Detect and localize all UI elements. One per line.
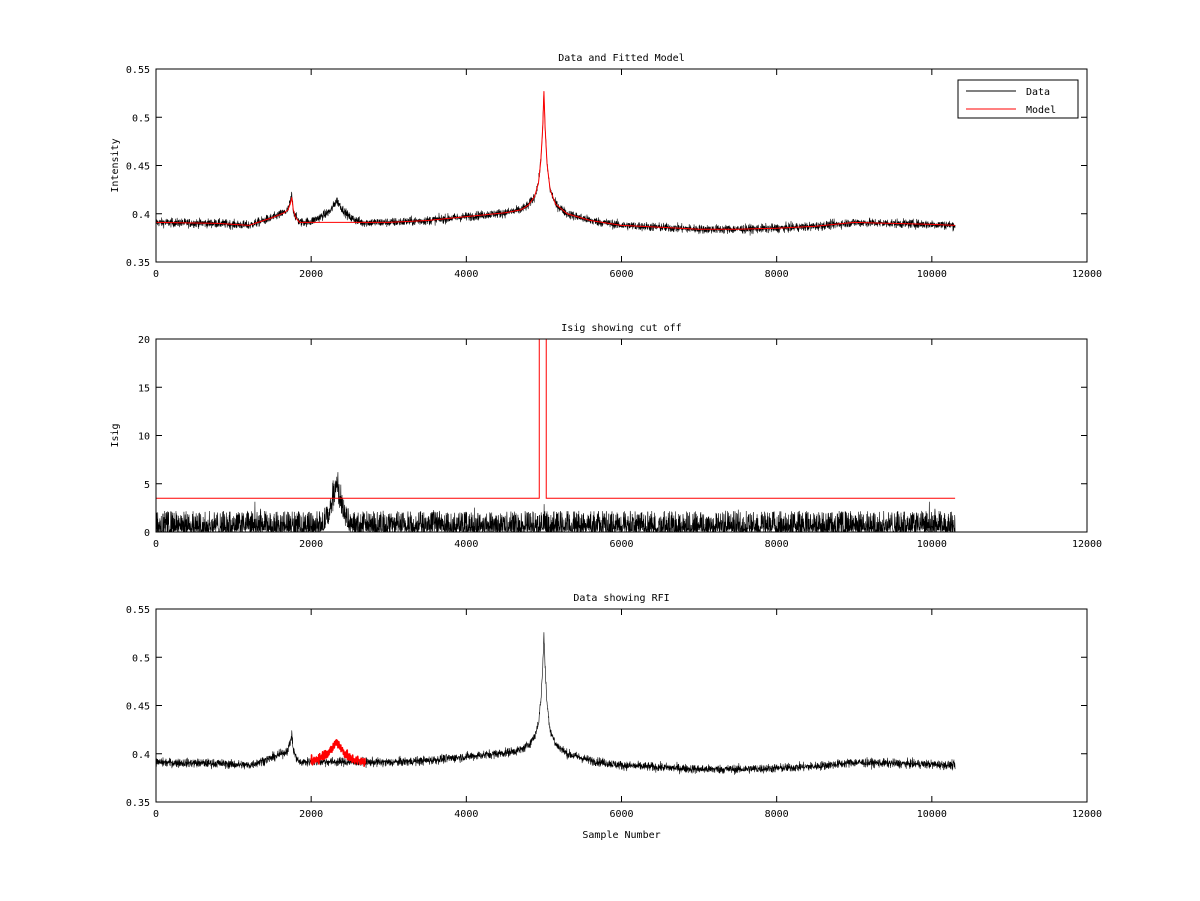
plot-area [156,339,1087,532]
chart-title: Isig showing cut off [561,323,681,334]
x-tick-label: 6000 [609,809,633,820]
x-tick-label: 2000 [299,809,323,820]
series-red-line [310,738,367,768]
x-tick-label: 0 [153,539,159,550]
x-tick-label: 2000 [299,539,323,550]
plot-area [156,69,1087,262]
chart-title: Data showing RFI [573,593,669,604]
series-red-line [156,339,956,499]
y-axis-label: Isig [110,423,121,447]
y-tick-label: 0 [144,528,150,539]
y-tick-label: 0.55 [126,605,150,616]
x-tick-label: 10000 [917,269,947,280]
x-tick-label: 8000 [765,809,789,820]
subplot-1: 0 2000 4000 6000 8000 10000 12000 0.35 0.4 0.45 0.… [110,53,1102,280]
x-axis-label: Sample Number [582,830,660,841]
series-black-line [156,472,956,532]
y-tick-label: 0.5 [132,113,150,124]
subplot-3: 0 2000 4000 6000 8000 10000 12000 0.35 0.4 0.45 0.… [126,593,1102,841]
y-tick-label: 5 [144,480,150,491]
x-tick-label: 6000 [609,269,633,280]
x-tick-label: 4000 [454,809,478,820]
x-tick-label: 12000 [1072,809,1102,820]
x-tick-label: 0 [153,269,159,280]
y-tick-label: 0.45 [126,162,150,173]
legend-box [957,79,1079,119]
y-tick-label: 10 [138,432,150,443]
y-tick-label: 0.4 [132,210,150,221]
series-black-line [156,632,956,775]
x-tick-label: 8000 [765,269,789,280]
y-tick-label: 15 [138,383,150,394]
y-tick-label: 0.5 [132,653,150,664]
x-tick-label: 12000 [1072,269,1102,280]
y-tick-label: 20 [138,335,150,346]
x-tick-label: 12000 [1072,539,1102,550]
y-tick-label: 0.35 [126,798,150,809]
x-tick-label: 2000 [299,269,323,280]
plot-series [156,339,956,532]
x-tick-label: 4000 [454,269,478,280]
plot-series [156,632,956,775]
series-model-line [156,91,956,230]
subplot-2: 0 2000 4000 6000 8000 10000 12000 0 5 10 15 20 Isig … [110,323,1102,550]
y-tick-label: 0.45 [126,702,150,713]
x-tick-label: 10000 [917,539,947,550]
x-tick-label: 10000 [917,809,947,820]
x-tick-label: 6000 [609,539,633,550]
y-tick-label: 0.4 [132,750,150,761]
plot-series [156,91,956,236]
y-tick-label: 0.55 [126,65,150,76]
chart-title: Data and Fitted Model [558,53,684,64]
legend-label-model: Model [1026,105,1056,116]
plot-area [156,609,1087,802]
x-tick-label: 0 [153,809,159,820]
legend: Data Model [957,79,1079,119]
legend-label-data: Data [1026,87,1050,98]
y-tick-label: 0.35 [126,258,150,269]
x-tick-label: 8000 [765,539,789,550]
y-axis-label: Intensity [110,138,121,192]
x-tick-label: 4000 [454,539,478,550]
